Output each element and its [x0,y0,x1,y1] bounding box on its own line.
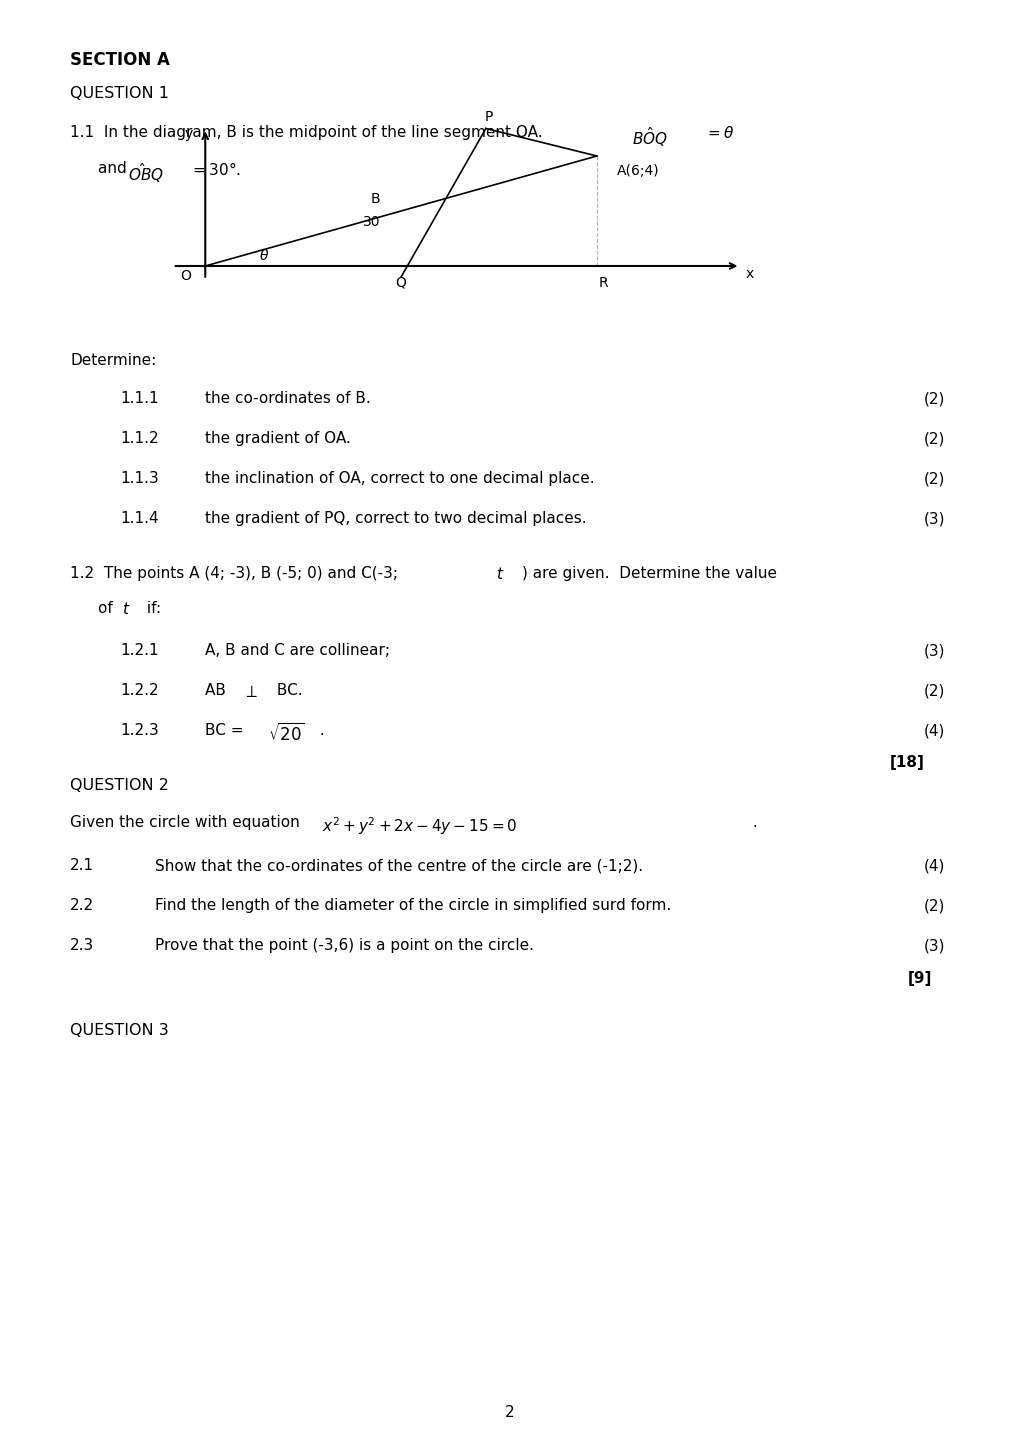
Text: A, B and C are collinear;: A, B and C are collinear; [205,644,389,658]
Text: QUESTION 2: QUESTION 2 [70,778,169,794]
Text: .: . [747,815,757,830]
Text: and: and [98,162,137,176]
Text: 2: 2 [504,1405,515,1420]
Text: (2): (2) [923,683,944,698]
Text: A(6;4): A(6;4) [615,165,658,179]
Text: $= 30°.$: $= 30°.$ [190,162,240,177]
Text: Prove that the point (-3,6) is a point on the circle.: Prove that the point (-3,6) is a point o… [155,938,534,952]
Text: of: of [98,600,122,616]
Text: (3): (3) [922,644,944,658]
Text: x: x [745,267,754,281]
Text: [18]: [18] [890,755,924,771]
Text: the co-ordinates of B.: the co-ordinates of B. [205,391,370,405]
Text: 1.1.2: 1.1.2 [120,431,159,446]
Text: (3): (3) [922,938,944,952]
Text: [9]: [9] [907,971,931,986]
Text: O: O [180,268,191,283]
Text: the gradient of PQ, correct to two decimal places.: the gradient of PQ, correct to two decim… [205,511,586,527]
Text: 1.2.1: 1.2.1 [120,644,159,658]
Text: the gradient of OA.: the gradient of OA. [205,431,351,446]
Text: 1.2.3: 1.2.3 [120,723,159,737]
Text: 1.1  In the diagram, B is the midpoint of the line segment OA.: 1.1 In the diagram, B is the midpoint of… [70,126,556,140]
Text: (2): (2) [923,898,944,913]
Text: (3): (3) [922,511,944,527]
Text: 1.1.3: 1.1.3 [120,470,159,486]
Text: Show that the co-ordinates of the centre of the circle are (-1;2).: Show that the co-ordinates of the centre… [155,859,643,873]
Text: R: R [598,276,607,290]
Text: QUESTION 3: QUESTION 3 [70,1023,168,1038]
Text: $x^2 + y^2 + 2x - 4y - 15 = 0$: $x^2 + y^2 + 2x - 4y - 15 = 0$ [322,815,517,837]
Text: $\theta$: $\theta$ [259,248,269,263]
Text: ) are given.  Determine the value: ) are given. Determine the value [522,566,776,582]
Text: .: . [315,723,324,737]
Text: Find the length of the diameter of the circle in simplified surd form.: Find the length of the diameter of the c… [155,898,671,913]
Text: 2.1: 2.1 [70,859,94,873]
Text: P: P [484,110,493,124]
Text: if:: if: [142,600,161,616]
Text: $t$: $t$ [491,566,504,582]
Text: 2.3: 2.3 [70,938,94,952]
Text: $\sqrt{20}$: $\sqrt{20}$ [268,723,305,745]
Text: (4): (4) [923,859,944,873]
Text: (2): (2) [923,431,944,446]
Text: 30: 30 [363,215,380,229]
Text: 1.1.1: 1.1.1 [120,391,159,405]
Text: (2): (2) [923,470,944,486]
Text: QUESTION 1: QUESTION 1 [70,87,169,101]
Text: 1.2  The points A (4; -3), B (-5; 0) and C(-3;: 1.2 The points A (4; -3), B (-5; 0) and … [70,566,397,582]
Text: $= \theta$: $= \theta$ [704,126,734,141]
Text: AB: AB [205,683,230,698]
Text: the inclination of OA, correct to one decimal place.: the inclination of OA, correct to one de… [205,470,594,486]
Text: y: y [184,127,193,141]
Text: Q: Q [395,276,407,290]
Text: Given the circle with equation: Given the circle with equation [70,815,305,830]
Text: 1.2.2: 1.2.2 [120,683,159,698]
Text: SECTION A: SECTION A [70,51,170,69]
Text: B: B [370,192,379,205]
Text: BC.: BC. [272,683,303,698]
Text: (4): (4) [923,723,944,737]
Text: 1.1.4: 1.1.4 [120,511,159,527]
Text: $t$: $t$ [122,600,130,618]
Text: $B\hat{O}Q$: $B\hat{O}Q$ [632,126,667,149]
Text: BC =: BC = [205,723,249,737]
Text: (2): (2) [923,391,944,405]
Text: $\hat{OB}Q$: $\hat{OB}Q$ [127,162,164,185]
Text: $\perp$: $\perp$ [242,683,258,701]
Text: 2.2: 2.2 [70,898,94,913]
Text: Determine:: Determine: [70,354,156,368]
